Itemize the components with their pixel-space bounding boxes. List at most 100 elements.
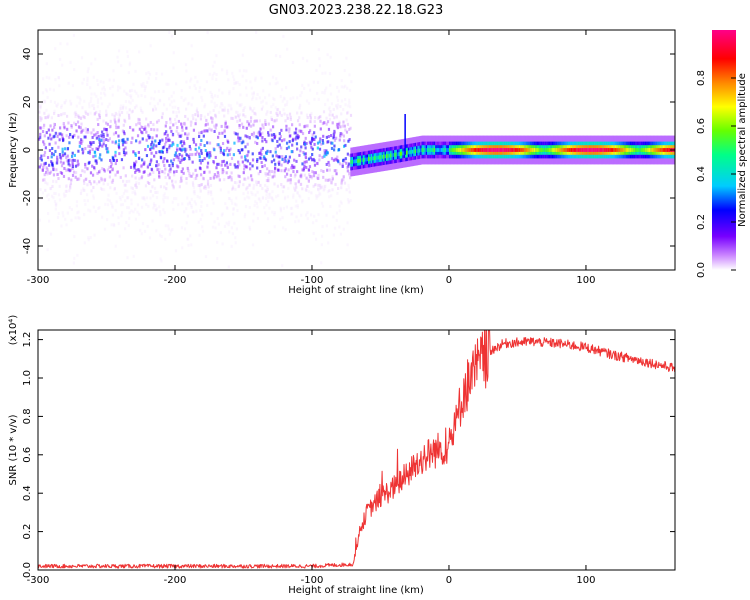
heatmap-cell	[114, 150, 117, 154]
heatmap-cell	[277, 162, 281, 166]
heatmap-cell	[221, 131, 224, 135]
heatmap-cell	[243, 215, 246, 219]
heatmap-cell	[292, 165, 295, 169]
heatmap-cell	[329, 109, 332, 113]
heatmap-cell	[272, 198, 275, 202]
heatmap-cell	[279, 217, 282, 221]
heatmap-cell	[137, 94, 140, 98]
heatmap-cell	[209, 154, 212, 158]
heatmap-cell	[241, 160, 244, 164]
heatmap-cell	[261, 105, 265, 109]
heatmap-cell	[257, 180, 260, 184]
heatmap-cell	[88, 151, 92, 155]
heatmap-cell	[316, 141, 320, 145]
heatmap-cell	[55, 180, 58, 184]
heatmap-cell	[61, 133, 64, 137]
heatmap-cell	[190, 120, 193, 124]
heatmap-cell	[374, 156, 377, 160]
heatmap-cell	[154, 107, 158, 111]
heatmap-cell	[602, 148, 605, 152]
heatmap-cell	[198, 131, 201, 135]
heatmap-cell	[180, 175, 183, 179]
heatmap-cell	[255, 201, 259, 205]
heatmap-cell	[282, 206, 285, 210]
heatmap-cell	[183, 122, 186, 126]
heatmap-cell	[92, 205, 95, 209]
heatmap-cell	[324, 178, 327, 182]
heatmap-cell	[590, 148, 593, 152]
heatmap-cell	[274, 106, 277, 110]
heatmap-cell	[112, 69, 115, 73]
heatmap-cell	[198, 186, 202, 190]
heatmap-cell	[311, 170, 314, 174]
heatmap-cell	[333, 129, 336, 133]
heatmap-cell	[336, 103, 340, 107]
heatmap-cell	[168, 163, 171, 167]
heatmap-cell	[131, 191, 134, 195]
heatmap-cell	[179, 176, 183, 180]
heatmap-cell	[63, 194, 66, 198]
heatmap-cell	[96, 117, 99, 121]
heatmap-cell	[322, 134, 325, 138]
spectrogram-x-ticks: -300 -200 -100 0 100	[27, 30, 596, 286]
heatmap-cell	[89, 99, 92, 103]
heatmap-cell	[223, 130, 226, 134]
heatmap-cell	[470, 148, 473, 152]
heatmap-cell	[76, 159, 79, 163]
heatmap-cell	[98, 114, 101, 118]
heatmap-cell	[71, 167, 74, 171]
heatmap-cell	[55, 103, 58, 107]
heatmap-cell	[546, 148, 549, 152]
heatmap-cell	[242, 69, 246, 73]
heatmap-cell	[202, 177, 205, 181]
heatmap-cell	[342, 158, 345, 162]
heatmap-cell	[59, 160, 63, 164]
heatmap-cell	[111, 113, 114, 117]
heatmap-cell	[88, 180, 91, 184]
heatmap-cell	[399, 151, 402, 156]
heatmap-cell	[237, 114, 240, 118]
heatmap-cell	[124, 99, 128, 103]
heatmap-cell	[573, 148, 576, 152]
heatmap-cell	[90, 62, 93, 66]
heatmap-cell	[271, 154, 274, 158]
heatmap-cell	[52, 173, 56, 177]
heatmap-cell	[411, 149, 414, 154]
heatmap-cell	[111, 167, 115, 171]
heatmap-cell	[180, 133, 183, 137]
heatmap-cell	[187, 243, 190, 247]
heatmap-cell	[86, 167, 89, 171]
heatmap-cell	[143, 88, 146, 92]
heatmap-cell	[332, 136, 335, 140]
heatmap-cell	[42, 99, 45, 103]
heatmap-cell	[76, 211, 79, 215]
heatmap-cell	[170, 229, 173, 233]
heatmap-cell	[188, 101, 191, 105]
heatmap-cell	[92, 196, 95, 200]
heatmap-cell	[113, 187, 116, 191]
heatmap-cell	[105, 130, 108, 134]
heatmap-cell	[301, 168, 304, 172]
heatmap-cell	[88, 149, 91, 153]
heatmap-cell	[246, 135, 249, 139]
heatmap-cell	[105, 112, 108, 116]
heatmap-cell	[106, 182, 110, 186]
heatmap-cell	[514, 148, 517, 152]
heatmap-cell	[342, 178, 345, 182]
heatmap-cell	[346, 111, 349, 115]
heatmap-cell	[417, 148, 420, 153]
heatmap-cell	[261, 165, 264, 169]
heatmap-cell	[183, 227, 187, 231]
heatmap-cell	[339, 125, 342, 129]
heatmap-cell	[116, 55, 119, 59]
heatmap-cell	[281, 190, 285, 194]
heatmap-cell	[591, 148, 594, 152]
heatmap-cell	[274, 162, 277, 166]
heatmap-cell	[384, 154, 387, 159]
heatmap-cell	[289, 173, 292, 177]
heatmap-cell	[172, 207, 175, 211]
heatmap-cell	[230, 171, 233, 175]
heatmap-cell	[255, 119, 258, 123]
heatmap-cell	[52, 135, 55, 139]
heatmap-cell	[296, 170, 299, 174]
